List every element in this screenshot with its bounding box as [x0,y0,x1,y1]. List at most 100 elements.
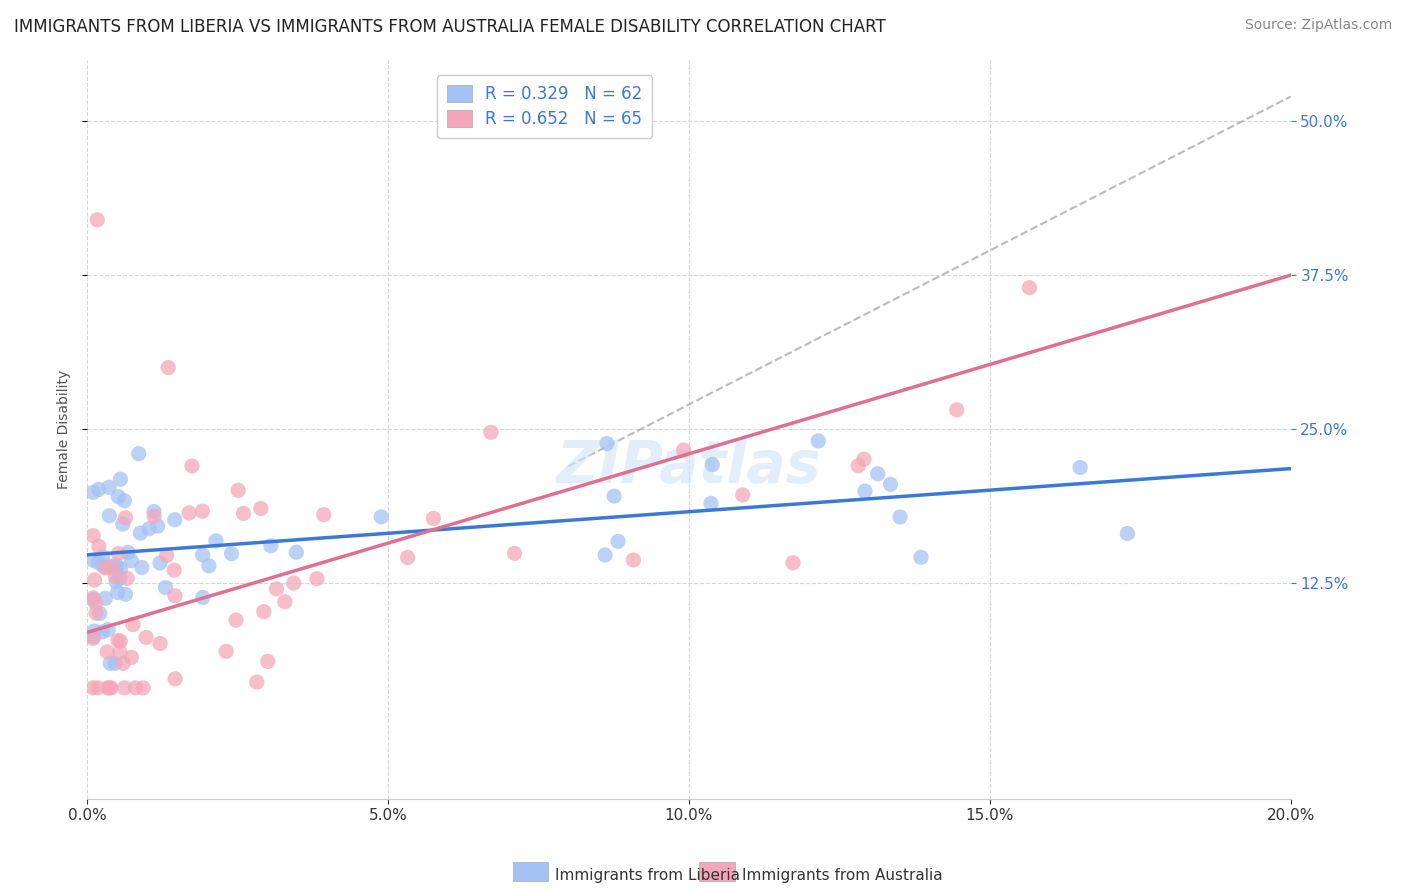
Point [128,447,150,461]
Point [143,504,166,518]
Text: Source: ZipAtlas.com: Source: ZipAtlas.com [1244,18,1392,32]
Point [112,657,135,671]
Point [105,560,128,574]
Point [370,509,392,524]
Point [114,587,136,601]
Point [225,613,247,627]
Point [84,606,107,620]
Point [232,507,254,521]
Point [110,634,132,648]
Point [1018,281,1040,295]
Point [135,631,157,645]
Point [149,556,172,570]
Point [283,576,305,591]
Point [87,483,110,497]
Text: Immigrants from Liberia: Immigrants from Liberia [555,869,741,883]
Point [82,553,104,567]
Point [146,519,169,533]
Point [110,561,132,575]
Point [422,511,444,525]
Point [91,624,114,639]
Point [253,605,276,619]
Point [105,574,128,589]
Point [1069,460,1091,475]
Point [107,490,129,504]
Point [94,591,117,606]
Point [120,554,142,568]
Point [946,402,969,417]
Point [807,434,830,448]
Point [97,681,120,695]
Point [91,549,114,564]
Legend: R = 0.329   N = 62, R = 0.652   N = 65: R = 0.329 N = 62, R = 0.652 N = 65 [437,75,652,138]
Point [138,522,160,536]
Point [100,561,122,575]
Point [122,617,145,632]
Point [165,672,187,686]
Point [83,624,105,638]
Point [98,559,121,574]
Point [731,488,754,502]
Point [98,681,121,695]
Point [285,545,308,559]
Point [98,657,121,671]
Point [98,480,121,494]
Point [121,650,143,665]
Point [910,550,932,565]
Point [100,681,122,695]
Point [700,496,723,510]
Point [114,681,136,695]
Point [82,630,104,644]
Point [82,592,104,607]
Point [82,632,104,646]
Point [105,558,128,572]
Point [274,595,297,609]
Point [221,547,243,561]
Point [115,572,138,586]
Point [1116,526,1139,541]
Point [107,585,129,599]
Point [108,645,131,659]
Point [623,553,645,567]
Y-axis label: Female Disability: Female Disability [58,369,72,489]
Point [603,489,626,503]
Point [312,508,335,522]
Point [177,506,200,520]
Point [163,513,186,527]
Point [593,548,616,562]
Point [87,556,110,570]
Point [260,539,283,553]
Point [157,360,180,375]
Point [191,591,214,605]
Point [702,458,724,472]
Point [396,550,419,565]
Point [191,504,214,518]
Point [96,645,118,659]
Point [87,540,110,554]
Point [149,636,172,650]
Point [596,436,619,450]
Point [191,548,214,562]
Point [305,572,328,586]
Point [98,508,121,523]
Point [226,483,249,498]
Point [479,425,502,440]
Point [114,510,136,524]
Point [607,534,630,549]
Text: IMMIGRANTS FROM LIBERIA VS IMMIGRANTS FROM AUSTRALIA FEMALE DISABILITY CORRELATI: IMMIGRANTS FROM LIBERIA VS IMMIGRANTS FR… [14,18,886,36]
Point [889,510,911,524]
Point [181,458,204,473]
Point [84,596,107,610]
Point [82,528,104,542]
Point [163,589,186,603]
Point [866,467,889,481]
Point [107,547,129,561]
Point [82,485,104,500]
Point [129,526,152,541]
Point [250,501,273,516]
Point [266,582,288,596]
Point [846,458,869,473]
Point [215,644,238,658]
Point [853,484,876,499]
Point [782,556,804,570]
